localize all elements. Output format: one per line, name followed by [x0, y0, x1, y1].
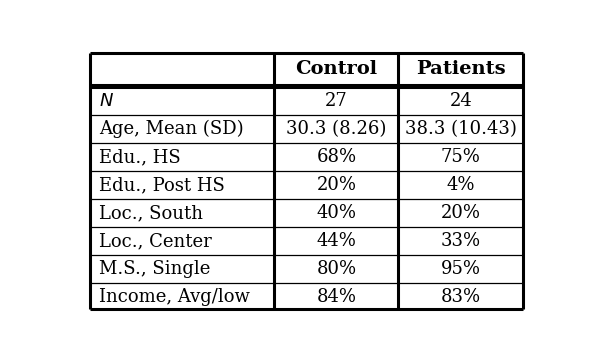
Text: 95%: 95%	[441, 260, 481, 278]
Text: Income, Avg/low: Income, Avg/low	[99, 288, 249, 306]
Text: 27: 27	[325, 92, 347, 110]
Text: 20%: 20%	[441, 204, 481, 222]
Text: Age, Mean (SD): Age, Mean (SD)	[99, 120, 244, 138]
Text: 44%: 44%	[317, 232, 356, 250]
Text: 38.3 (10.43): 38.3 (10.43)	[405, 120, 517, 138]
Text: 30.3 (8.26): 30.3 (8.26)	[286, 120, 387, 138]
Text: 4%: 4%	[447, 176, 475, 194]
Text: Loc., Center: Loc., Center	[99, 232, 211, 250]
Text: 33%: 33%	[441, 232, 481, 250]
Text: Loc., South: Loc., South	[99, 204, 203, 222]
Text: M.S., Single: M.S., Single	[99, 260, 210, 278]
Text: Edu., Post HS: Edu., Post HS	[99, 176, 225, 194]
Text: 75%: 75%	[441, 148, 481, 166]
Text: Patients: Patients	[416, 60, 505, 78]
Text: Edu., HS: Edu., HS	[99, 148, 181, 166]
Text: 80%: 80%	[317, 260, 356, 278]
Text: Control: Control	[295, 60, 377, 78]
Text: $\mathit{N}$: $\mathit{N}$	[99, 92, 113, 110]
Text: 68%: 68%	[317, 148, 356, 166]
Text: 24: 24	[450, 92, 472, 110]
Text: 83%: 83%	[441, 288, 481, 306]
Text: 84%: 84%	[317, 288, 356, 306]
Text: 20%: 20%	[317, 176, 356, 194]
Text: 40%: 40%	[317, 204, 356, 222]
